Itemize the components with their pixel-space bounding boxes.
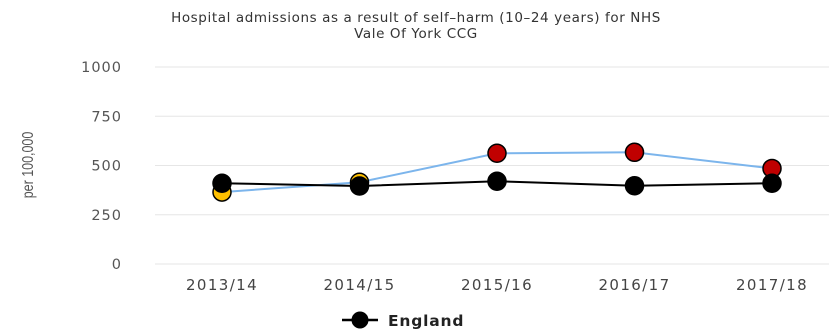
x-tick-label-2017-18: 2017/18: [736, 276, 808, 294]
y-tick-label-250: 250: [91, 208, 122, 224]
x-tick-label-2015-16: 2015/16: [461, 276, 533, 294]
chart-title: Hospital admissions as a result of self–…: [171, 10, 661, 42]
series: [212, 142, 782, 202]
y-axis-tick-labels: 0 250 500 750 1000: [81, 60, 122, 273]
data-point-1-0[interactable]: [212, 173, 232, 193]
data-point-1-1[interactable]: [349, 176, 370, 196]
chart-title-line-2: Vale Of York CCG: [354, 26, 478, 42]
chart-title-line-1: Hospital admissions as a result of self–…: [171, 10, 661, 26]
x-tick-label-2016-17: 2016/17: [598, 276, 670, 294]
data-point-0-2[interactable]: [487, 143, 507, 164]
legend-label[interactable]: England: [388, 312, 464, 329]
data-point-1-2[interactable]: [487, 171, 507, 192]
data-point-1-3[interactable]: [624, 176, 645, 196]
y-tick-label-750: 750: [91, 109, 122, 125]
legend-symbol[interactable]: [342, 311, 378, 329]
y-tick-label-500: 500: [91, 159, 122, 175]
y-tick-label-0: 0: [112, 257, 122, 273]
x-tick-label-2013-14: 2013/14: [186, 276, 258, 294]
series-england: [212, 171, 782, 196]
data-point-1-4[interactable]: [762, 173, 782, 193]
y-axis-title: per 100,000: [20, 132, 38, 199]
x-axis-tick-labels: 2013/14 2014/15 2015/16 2016/17 2017/18: [186, 276, 808, 294]
y-tick-label-1000: 1000: [81, 60, 122, 76]
legend[interactable]: England: [342, 311, 464, 329]
x-tick-label-2014-15: 2014/15: [323, 276, 395, 294]
data-point-0-3[interactable]: [624, 142, 645, 163]
gridlines: [155, 66, 829, 265]
